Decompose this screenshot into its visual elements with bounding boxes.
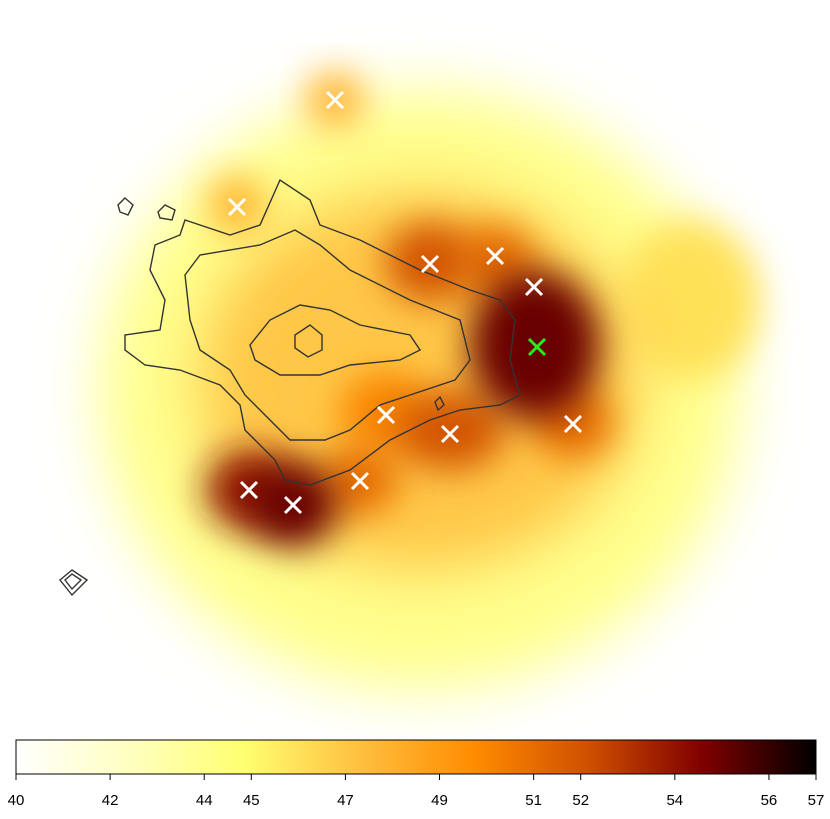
marker-stroke bbox=[524, 277, 544, 297]
source-marker bbox=[239, 480, 259, 500]
tick-label: 49 bbox=[431, 792, 448, 809]
contour bbox=[434, 395, 445, 412]
marker-stroke bbox=[350, 471, 370, 491]
heatmap bbox=[100, 72, 760, 690]
tick-label: 51 bbox=[525, 792, 542, 809]
tick-label: 47 bbox=[337, 792, 354, 809]
source-marker bbox=[485, 246, 505, 266]
source-markers bbox=[227, 90, 583, 515]
marker-stroke bbox=[239, 480, 259, 500]
marker-stroke bbox=[376, 405, 396, 425]
marker-stroke bbox=[527, 337, 547, 357]
tick-label: 57 bbox=[808, 792, 825, 809]
tick-label: 42 bbox=[102, 792, 119, 809]
marker-stroke bbox=[563, 414, 583, 434]
colorbar-ticks: 40 42 44 45 47 49 51 52 54 56 57 bbox=[8, 774, 825, 809]
marker-stroke bbox=[227, 197, 247, 217]
source-marker bbox=[325, 90, 345, 110]
contour bbox=[157, 204, 176, 221]
tick-label: 52 bbox=[572, 792, 589, 809]
target-marker bbox=[527, 337, 547, 357]
tick-label: 44 bbox=[196, 792, 213, 809]
tick-label: 45 bbox=[243, 792, 260, 809]
contour bbox=[117, 197, 134, 216]
intensity-peak bbox=[395, 390, 505, 470]
source-marker bbox=[440, 424, 460, 444]
source-marker bbox=[350, 471, 370, 491]
tick-label: 54 bbox=[666, 792, 683, 809]
marker-stroke bbox=[420, 254, 440, 274]
marker-stroke bbox=[283, 495, 303, 515]
contour bbox=[249, 304, 422, 376]
marker-stroke bbox=[325, 90, 345, 110]
source-marker bbox=[420, 254, 440, 274]
contour bbox=[184, 229, 471, 441]
tick-label: 56 bbox=[761, 792, 778, 809]
intensity-peak bbox=[620, 220, 760, 380]
contour bbox=[124, 178, 521, 486]
source-marker bbox=[283, 495, 303, 515]
source-marker bbox=[376, 405, 396, 425]
contour bbox=[59, 569, 89, 597]
tick-label: 40 bbox=[8, 792, 25, 809]
source-marker bbox=[524, 277, 544, 297]
contours bbox=[59, 178, 521, 597]
marker-stroke bbox=[440, 424, 460, 444]
colorbar bbox=[15, 739, 817, 775]
contour bbox=[294, 324, 323, 358]
marker-stroke bbox=[485, 246, 505, 266]
source-marker bbox=[563, 414, 583, 434]
source-marker bbox=[227, 197, 247, 217]
